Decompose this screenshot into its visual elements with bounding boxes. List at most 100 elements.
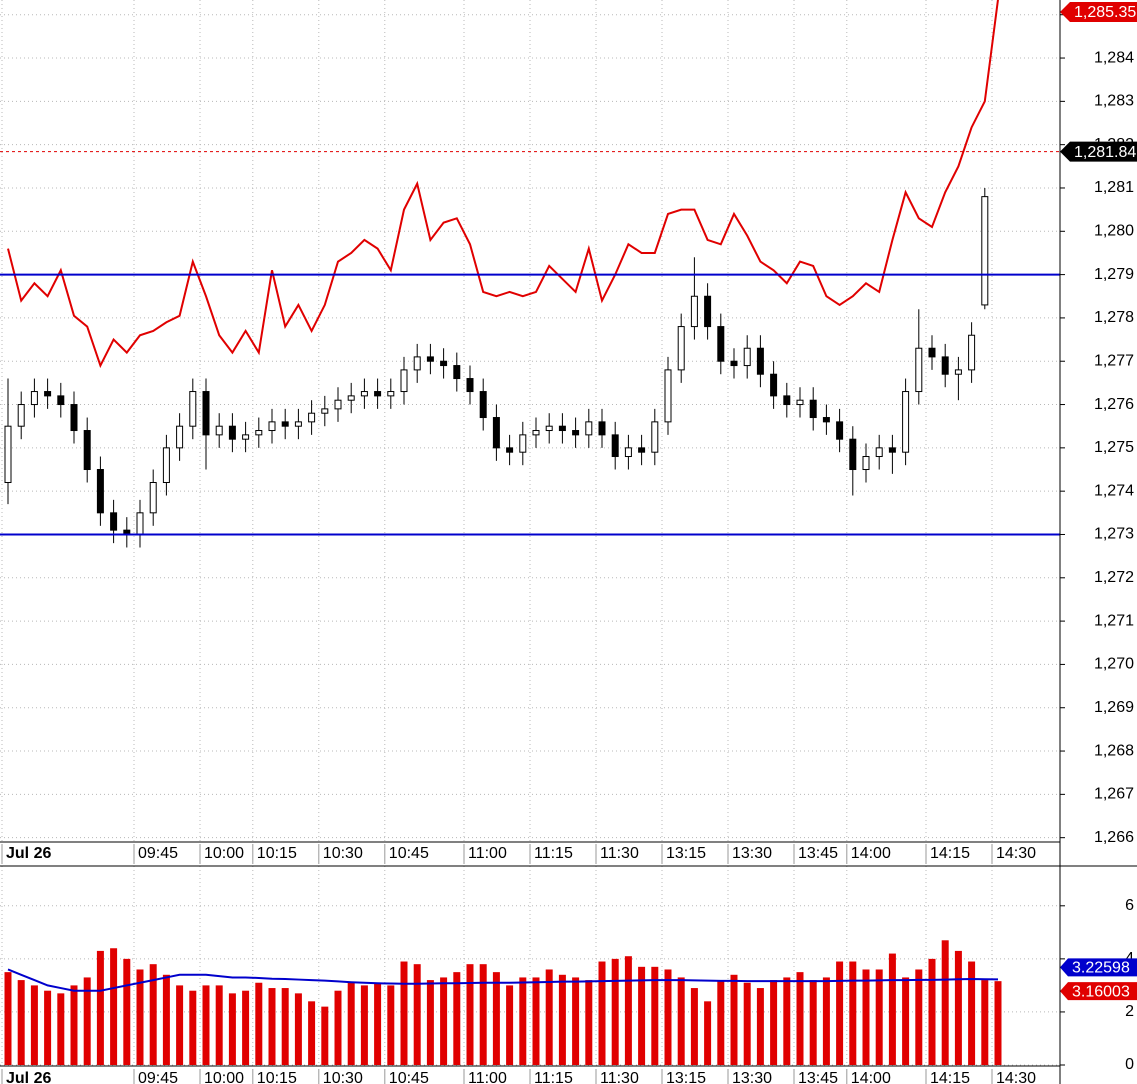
- x-tick-label: 11:00: [468, 1070, 507, 1084]
- candle-body: [83, 430, 91, 471]
- candle-body: [17, 404, 25, 427]
- candle-body: [651, 421, 659, 453]
- candle-body: [453, 365, 461, 380]
- candle-body: [519, 434, 527, 453]
- volume-bar: [756, 988, 764, 1065]
- candle-body: [242, 434, 250, 440]
- candle-body: [4, 425, 12, 484]
- candle-body: [70, 404, 78, 432]
- price-marker: [1060, 141, 1137, 162]
- volume-bar: [954, 950, 962, 1065]
- candle-body: [96, 469, 104, 514]
- y-tick-label: 1,268: [1094, 742, 1134, 759]
- volume-bar: [492, 972, 500, 1065]
- value-marker-label: 3.22598: [1072, 960, 1130, 977]
- volume-bar: [281, 988, 289, 1065]
- volume-bar: [308, 1001, 316, 1065]
- price-line: [7, 0, 999, 369]
- x-tick-label: 14:15: [930, 845, 970, 862]
- volume-bar: [334, 990, 342, 1065]
- y-tick-label: 1,279: [1094, 266, 1134, 283]
- candle-body: [677, 326, 685, 371]
- candle-body: [664, 369, 672, 423]
- volume-bar: [888, 953, 896, 1065]
- volume-bar: [664, 969, 672, 1065]
- volume-bar: [96, 950, 104, 1065]
- volume-bar: [545, 969, 553, 1065]
- volume-bar: [466, 964, 474, 1065]
- y-tick-label: 2: [1125, 1003, 1134, 1020]
- candle-body: [162, 447, 170, 484]
- volume-bar: [572, 977, 580, 1065]
- y-tick-label: 6: [1125, 897, 1134, 914]
- y-tick-label: 1,284: [1094, 49, 1134, 66]
- price-marker-label: 1,281.84: [1074, 144, 1136, 161]
- y-tick-label: 1,273: [1094, 526, 1134, 543]
- candle-body: [611, 434, 619, 458]
- candle-body: [704, 295, 712, 328]
- y-tick-label: 1,270: [1094, 656, 1134, 673]
- volume-bar: [558, 974, 566, 1065]
- x-tick-label: Jul 26: [6, 845, 51, 862]
- volume-bar: [915, 969, 923, 1065]
- candle-body: [717, 326, 725, 362]
- candle-body: [598, 421, 606, 436]
- candle-body: [281, 421, 289, 427]
- volume-bar: [704, 1001, 712, 1065]
- x-tick-label: 10:30: [323, 845, 363, 862]
- volume-bar: [413, 964, 421, 1065]
- volume-bar: [321, 1006, 329, 1065]
- x-tick-label: 13:30: [732, 1070, 772, 1084]
- volume-bar: [123, 958, 131, 1065]
- volume-bar: [202, 985, 210, 1065]
- x-tick-label: 13:15: [666, 845, 706, 862]
- candle-body: [255, 430, 263, 436]
- x-tick-label: 14:00: [851, 845, 891, 862]
- volume-bar: [189, 990, 197, 1065]
- volume-bar: [506, 985, 514, 1065]
- x-tick-label: 13:15: [666, 1070, 706, 1084]
- volume-bar: [374, 982, 382, 1065]
- y-tick-label: 1,266: [1094, 829, 1134, 846]
- volume-bar: [809, 980, 817, 1065]
- candle-body: [743, 347, 751, 367]
- x-tick-label: 11:30: [600, 1070, 639, 1084]
- candle-body: [981, 196, 989, 306]
- volume-bar: [268, 988, 276, 1065]
- x-tick-label: 14:30: [996, 845, 1036, 862]
- volume-bar: [294, 993, 302, 1065]
- candle-body: [770, 373, 778, 397]
- x-tick-label: 10:15: [257, 845, 297, 862]
- candle-body: [836, 421, 844, 440]
- candle-body: [202, 391, 210, 436]
- volume-bar: [743, 982, 751, 1065]
- candle-body: [30, 391, 38, 406]
- volume-bar: [400, 961, 408, 1065]
- candle-body: [308, 412, 316, 423]
- volume-bar: [149, 964, 157, 1065]
- candle-body: [387, 391, 395, 397]
- candle-body: [624, 447, 632, 458]
- candle-body: [110, 512, 118, 531]
- volume-bar: [532, 977, 540, 1065]
- volume-bar: [440, 977, 448, 1065]
- volume-bar: [70, 985, 78, 1065]
- y-tick-label: 1,269: [1094, 699, 1134, 716]
- volume-bar: [136, 969, 144, 1065]
- candle-body: [136, 512, 144, 535]
- candle-body: [809, 399, 817, 419]
- volume-bar: [57, 993, 65, 1065]
- candle-body: [228, 425, 236, 440]
- volume-bar: [215, 985, 223, 1065]
- candle-body: [954, 369, 962, 375]
- candle-body: [176, 425, 184, 449]
- y-tick-label: 1,277: [1094, 352, 1134, 369]
- x-tick-label: Jul 26: [6, 1070, 51, 1084]
- volume-bar: [941, 940, 949, 1065]
- x-tick-label: 09:45: [138, 1070, 178, 1084]
- candle-body: [572, 430, 580, 436]
- x-tick-label: 14:30: [996, 1070, 1036, 1084]
- candle-body: [492, 417, 500, 449]
